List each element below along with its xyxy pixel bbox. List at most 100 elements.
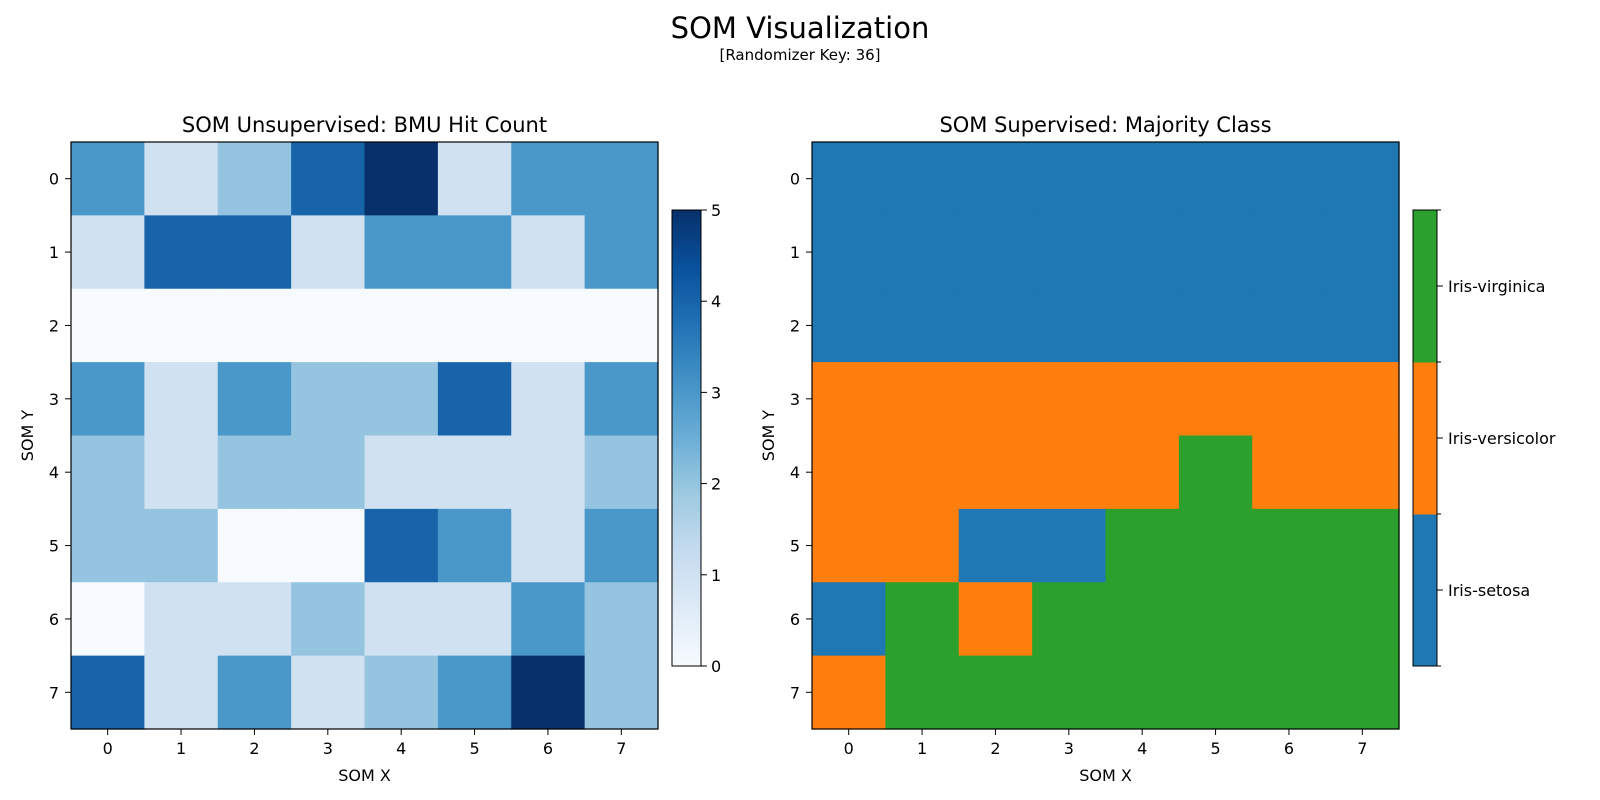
x-tick-label: 7 [616, 739, 626, 758]
heatmap-cell [1178, 362, 1253, 437]
colorbar-segment [1413, 514, 1437, 667]
panel-title: SOM Unsupervised: BMU Hit Count [182, 113, 547, 137]
heatmap-cell [511, 508, 586, 583]
colorbar-class-label: Iris-virginica [1448, 277, 1545, 296]
colorbar-segment [1413, 362, 1437, 515]
heatmap-cell [144, 362, 219, 437]
heatmap-cell [1178, 655, 1253, 730]
y-tick-label: 2 [49, 316, 59, 335]
heatmap-cell [1178, 142, 1253, 216]
heatmap-cell [437, 362, 512, 437]
heatmap-cell [1032, 655, 1107, 730]
majority-class-heatmap-panel: SOM Supervised: Majority Class 0 1 2 3 4 5 6 7 0 1… [759, 113, 1556, 785]
x-tick-label: 0 [103, 739, 113, 758]
heatmap-cell [1252, 508, 1327, 583]
x-tick-label: 3 [323, 739, 333, 758]
heatmap-cell [437, 582, 512, 657]
y-tick-label: 6 [49, 610, 59, 629]
heatmap-cell [364, 362, 439, 437]
heatmap-cell [958, 435, 1033, 510]
heatmap-cell [364, 655, 439, 730]
x-tick-label: 4 [1137, 739, 1147, 758]
heatmap-cell [217, 508, 292, 583]
heatmap-cell [1178, 288, 1253, 363]
heatmap-cell [1325, 215, 1400, 290]
heatmap-cell [1105, 655, 1180, 730]
colorbar [671, 209, 702, 667]
heatmap-cell [1325, 362, 1400, 437]
heatmap-cell [958, 362, 1033, 437]
heatmap-cell [511, 288, 586, 363]
colorbar-tick-label: 1 [711, 566, 721, 585]
colorbar-tick-label: 5 [711, 201, 721, 220]
heatmap-cell [291, 508, 366, 583]
heatmap-cell [1178, 435, 1253, 510]
x-tick-label: 1 [176, 739, 186, 758]
heatmap-cell [217, 655, 292, 730]
colorbar-tick-label: 2 [711, 475, 721, 494]
heatmap-cell [144, 582, 219, 657]
heatmap-cell [71, 288, 145, 363]
plot-frame [811, 141, 1400, 730]
heatmap-cell [291, 142, 366, 216]
x-tick-label: 6 [543, 739, 553, 758]
y-tick-label: 3 [49, 390, 59, 409]
y-tick-label: 0 [790, 170, 800, 189]
heatmap-cell [584, 215, 659, 290]
heatmap-cell [584, 362, 659, 437]
heatmap-cell [364, 288, 439, 363]
heatmap-cell [511, 215, 586, 290]
heatmap-cell [584, 142, 659, 216]
heatmap-cell [812, 508, 886, 583]
heatmap-cell [291, 435, 366, 510]
heatmap-cell [1105, 508, 1180, 583]
heatmap-cell [437, 288, 512, 363]
heatmap-cell [291, 362, 366, 437]
heatmap-cell [584, 288, 659, 363]
heatmap-cell [364, 435, 439, 510]
heatmap-cell [1032, 582, 1107, 657]
colorbar-tick-label: 4 [711, 292, 721, 311]
y-tick-label: 4 [49, 463, 59, 482]
heatmap-cell [1252, 215, 1327, 290]
heatmap-cell [1325, 655, 1400, 730]
heatmap-cell [885, 215, 960, 290]
heatmap-cell [217, 435, 292, 510]
heatmap-cell [584, 435, 659, 510]
heatmap-cell [71, 142, 145, 216]
heatmap-cell [885, 582, 960, 657]
heatmap-cell [437, 655, 512, 730]
heatmap-cell [885, 288, 960, 363]
heatmap-cell [1105, 362, 1180, 437]
y-tick-label: 0 [49, 170, 59, 189]
heatmap-cell [1105, 435, 1180, 510]
x-tick-label: 2 [990, 739, 1000, 758]
colorbar-segment [1413, 210, 1437, 363]
heatmap-cell [958, 582, 1033, 657]
y-tick-label: 1 [790, 243, 800, 262]
x-tick-label: 0 [844, 739, 854, 758]
heatmap-cell [584, 655, 659, 730]
heatmap-cell [291, 582, 366, 657]
heatmap-cell [364, 582, 439, 657]
heatmap-cell [1032, 362, 1107, 437]
y-tick-label: 7 [790, 683, 800, 702]
x-tick-label: 6 [1284, 739, 1294, 758]
heatmap-cell [144, 655, 219, 730]
heatmap-cell [1252, 655, 1327, 730]
heatmap-cell [812, 362, 886, 437]
x-tick-label: 3 [1064, 739, 1074, 758]
heatmap-cell [1325, 288, 1400, 363]
x-tick-label: 5 [469, 739, 479, 758]
heatmap-cell [1178, 215, 1253, 290]
heatmap-cell [364, 508, 439, 583]
heatmap-cell [812, 142, 886, 216]
heatmap-cell [291, 215, 366, 290]
colorbar-tick-label: 3 [711, 383, 721, 402]
heatmap-cell [144, 215, 219, 290]
y-tick-label: 6 [790, 610, 800, 629]
x-tick-label: 7 [1357, 739, 1367, 758]
heatmap-cell [437, 215, 512, 290]
figure-title: SOM Visualization [671, 11, 930, 45]
